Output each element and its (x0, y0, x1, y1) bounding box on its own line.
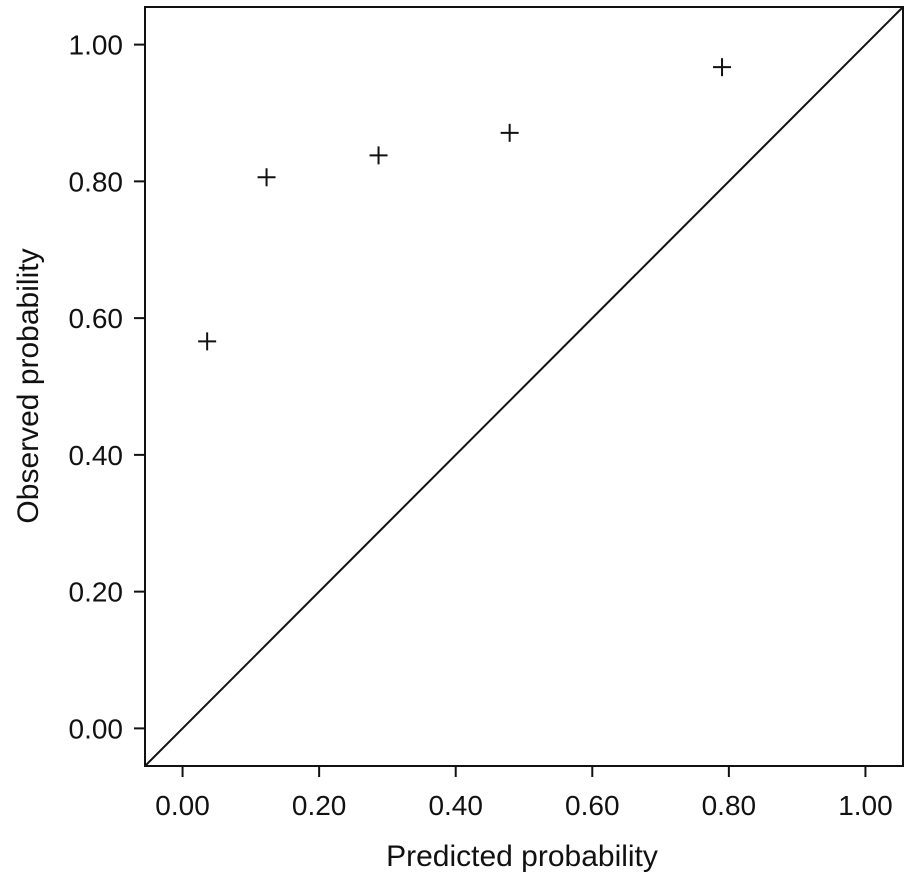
data-point (198, 332, 217, 351)
y-tick-label: 0.20 (69, 577, 124, 608)
axes: 0.00 0.20 0.40 0.60 0.80 1.00 0.00 0.20 0.40 0.60… (69, 6, 904, 821)
plot-area (144, 6, 904, 767)
x-tick-label: 0.40 (428, 790, 483, 821)
y-tick-label: 0.00 (69, 713, 124, 744)
y-tick-label: 0.40 (69, 440, 124, 471)
x-axis-title: Predicted probability (386, 840, 658, 873)
data-point (500, 123, 519, 142)
y-tick-label: 0.60 (69, 303, 124, 334)
y-tick-label: 0.80 (69, 166, 124, 197)
plot-frame (144, 6, 904, 767)
data-point (257, 168, 276, 187)
x-tick-label: 0.00 (155, 790, 210, 821)
x-tick-label: 0.80 (702, 790, 757, 821)
data-point (369, 146, 388, 165)
x-tick-label: 1.00 (838, 790, 893, 821)
reference-diagonal-line (144, 6, 904, 767)
y-axis-title: Observed probability (12, 248, 45, 523)
y-tick-label: 1.00 (69, 30, 124, 61)
data-point (713, 58, 732, 77)
x-tick-label: 0.60 (565, 790, 620, 821)
x-tick-label: 0.20 (292, 790, 347, 821)
